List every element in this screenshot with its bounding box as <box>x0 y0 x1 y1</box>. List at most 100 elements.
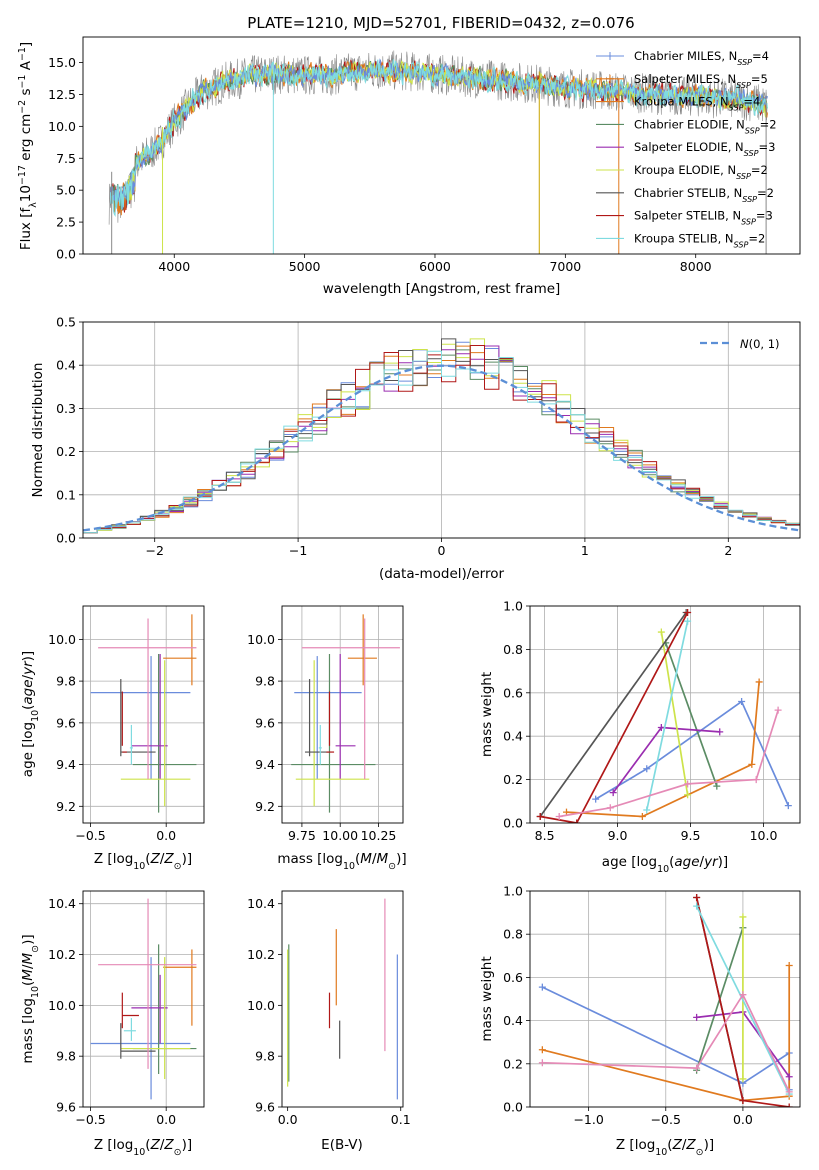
legend-label: Chabrier MILES, NSSP=4 <box>634 49 769 67</box>
y-tick-label: 10.2 <box>48 947 76 962</box>
axes-weight_vs_age: 8.5 9.0 9.5 10.0 0.0 0.2 0.4 0.6 0.8 1.0 age [log1… <box>479 599 801 875</box>
x-axis-label-part: / <box>682 1137 687 1153</box>
data-point <box>163 949 197 1026</box>
x-tick-label: 8.5 <box>535 828 555 843</box>
x-axis-label-part: )] <box>396 851 407 867</box>
y-tick-label: 2.5 <box>56 215 76 230</box>
y-axis-label-part: )] <box>20 651 36 662</box>
x-axis-label: Z [log10(Z/Z⊙)] <box>94 1137 192 1158</box>
x-axis-label-part: / <box>372 851 377 867</box>
weight-marker <box>538 983 546 991</box>
weight-series <box>662 639 721 790</box>
y-axis-label-part: M <box>20 952 36 964</box>
x-axis-label-part: M <box>360 851 372 867</box>
weight-series <box>536 609 692 823</box>
axes-frame <box>529 890 801 1108</box>
y-axis-label: age [log10(age/yr)] <box>20 651 41 777</box>
weight-marker <box>606 804 614 812</box>
data-point <box>123 1018 136 1041</box>
y-tick-label: 0.0 <box>56 247 76 262</box>
x-tick-label: 5000 <box>289 259 321 274</box>
legend-marker <box>606 52 614 60</box>
data-point <box>326 691 335 753</box>
y-axis-label-part: A <box>18 60 34 74</box>
x-tick-label: 6000 <box>419 259 451 274</box>
weight-marker <box>738 697 746 705</box>
weight-marker <box>538 1059 546 1067</box>
weight-marker <box>609 789 617 797</box>
data-point <box>163 614 197 686</box>
legend-label-part: SSP <box>737 58 752 67</box>
weight-marker <box>748 760 756 768</box>
legend-label: Chabrier ELODIE, NSSP=2 <box>634 117 777 135</box>
x-axis-label-part: ⊙ <box>174 861 182 872</box>
x-tick-label: 0.0 <box>278 1112 298 1127</box>
weight-marker <box>739 913 747 921</box>
weight-marker <box>536 812 544 820</box>
y-axis-label-part: ] <box>18 42 34 47</box>
legend-label-part: =5 <box>751 72 768 86</box>
x-axis-label-part: ( <box>667 1137 672 1153</box>
weight-series <box>555 706 782 820</box>
legend-label: Salpeter ELODIE, NSSP=3 <box>634 140 775 158</box>
data-point <box>90 656 191 780</box>
weight-series <box>609 724 724 797</box>
y-axis-label-part: / <box>20 964 36 969</box>
y-tick-label: 9.8 <box>56 1049 76 1064</box>
x-tick-label: 9.5 <box>681 828 701 843</box>
weight-line <box>645 621 689 811</box>
weight-marker <box>643 765 651 773</box>
y-axis-label-part: M <box>20 969 36 981</box>
weight-marker <box>693 902 701 910</box>
y-axis-label-part: Flux [f <box>18 207 34 251</box>
legend-label-part: SSP <box>741 217 756 226</box>
x-axis-label-part: Z <box>163 851 174 867</box>
axes-frame <box>82 605 205 824</box>
weight-line <box>664 642 718 787</box>
y-tick-label: 10.0 <box>48 632 76 647</box>
y-axis-label: Flux [fλ10−17 erg cm−2 s−1 A−1] <box>17 42 39 250</box>
data-point <box>318 724 322 765</box>
y-tick-label: 5.0 <box>56 183 76 198</box>
x-axis-label-part: yr <box>703 854 719 870</box>
x-axis-label: mass [log10(M/M⊙)] <box>277 851 406 872</box>
y-axis-label-part: yr <box>20 660 36 676</box>
weight-marker <box>592 795 600 803</box>
x-axis-label-part: 10 <box>343 861 355 872</box>
x-axis-label-part: Z [log <box>94 851 133 867</box>
legend-label-part: SSP <box>734 240 749 249</box>
legend-label-part: =2 <box>760 117 777 131</box>
data-point <box>98 618 197 780</box>
y-tick-label: 10.2 <box>247 947 275 962</box>
legend-label: Salpeter MILES, NSSP=5 <box>634 72 768 90</box>
legend-label-part: =4 <box>752 49 769 63</box>
weight-marker <box>643 806 651 814</box>
weight-marker <box>713 782 721 790</box>
weight-marker <box>693 1064 701 1072</box>
legend-label: Kroupa MILES, NSSP=4 <box>634 95 760 113</box>
x-tick-label: −0.5 <box>75 828 105 843</box>
x-axis-label-part: ⊙ <box>174 1147 182 1158</box>
axes-frame <box>281 605 404 824</box>
x-axis-label: Z [log10(Z/Z⊙)] <box>616 1137 714 1158</box>
weight-marker <box>684 609 692 617</box>
y-tick-label: 0.8 <box>503 642 523 657</box>
weight-marker <box>716 728 724 736</box>
y-axis-label: mass [log10(M/M⊙)] <box>20 934 41 1063</box>
y-tick-label: 9.4 <box>56 757 76 772</box>
y-axis-label-part: 10 <box>30 986 41 998</box>
y-tick-label: 9.4 <box>255 757 275 772</box>
y-tick-label: 9.6 <box>255 715 275 730</box>
weight-line <box>542 992 790 1093</box>
y-tick-label: 0.4 <box>56 358 76 373</box>
plots-layer: 4000 5000 6000 7000 80000.02.55.07.510.012.5… <box>17 36 801 1158</box>
legend-label-part: Kroupa STELIB, N <box>634 231 734 245</box>
y-tick-label: 7.5 <box>56 151 76 166</box>
x-axis-label-part: ( <box>145 851 150 867</box>
x-tick-label: 0.0 <box>733 1112 753 1127</box>
axes-frame <box>529 605 801 824</box>
y-axis-label-part: 10 <box>18 185 34 202</box>
x-axis-label-part: / <box>700 854 705 870</box>
